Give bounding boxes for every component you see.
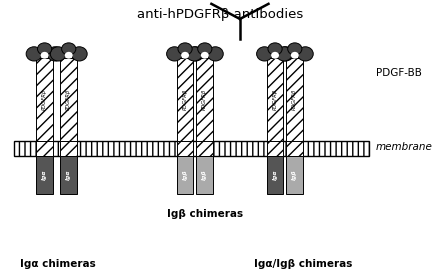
Text: anti-hPDGFRβ antibodies: anti-hPDGFRβ antibodies: [137, 7, 304, 21]
Bar: [60, 156, 77, 194]
Ellipse shape: [291, 52, 299, 59]
Ellipse shape: [181, 52, 189, 59]
Ellipse shape: [207, 47, 223, 61]
Ellipse shape: [51, 47, 66, 61]
Text: Igα/Igβ chimeras: Igα/Igβ chimeras: [254, 259, 353, 269]
Text: Igβ: Igβ: [292, 170, 297, 180]
Text: Igα: Igα: [42, 170, 47, 180]
Bar: [177, 58, 194, 141]
Text: PDGFRβ: PDGFRβ: [182, 89, 188, 110]
Bar: [36, 141, 53, 156]
Text: Igβ: Igβ: [202, 170, 207, 180]
Text: PDGFRβ: PDGFRβ: [292, 89, 297, 110]
Bar: [197, 141, 213, 156]
Text: Igα: Igα: [66, 170, 71, 180]
Bar: [36, 58, 53, 141]
Ellipse shape: [268, 43, 282, 55]
Ellipse shape: [41, 52, 49, 59]
Ellipse shape: [47, 47, 63, 61]
Ellipse shape: [186, 47, 202, 61]
Ellipse shape: [278, 47, 294, 61]
Bar: [60, 141, 77, 156]
Text: Igα: Igα: [273, 170, 278, 180]
Ellipse shape: [167, 47, 182, 61]
Bar: [267, 58, 283, 141]
Ellipse shape: [198, 43, 212, 55]
Ellipse shape: [62, 43, 76, 55]
Text: PDGFRβ: PDGFRβ: [66, 89, 71, 110]
Text: Igβ chimeras: Igβ chimeras: [167, 209, 243, 219]
Bar: [177, 141, 194, 156]
Ellipse shape: [72, 47, 87, 61]
Text: PDGFRβ: PDGFRβ: [42, 89, 47, 110]
Ellipse shape: [65, 52, 73, 59]
Ellipse shape: [38, 43, 52, 55]
Ellipse shape: [297, 47, 313, 61]
Text: PDGFRβ: PDGFRβ: [273, 89, 278, 110]
Bar: [197, 58, 213, 141]
Bar: [287, 156, 303, 194]
Ellipse shape: [257, 47, 272, 61]
Bar: [287, 58, 303, 141]
Bar: [14, 141, 369, 156]
Bar: [60, 58, 77, 141]
Text: PDGF-BB: PDGF-BB: [376, 68, 422, 78]
Ellipse shape: [26, 47, 42, 61]
Bar: [177, 156, 194, 194]
Bar: [267, 141, 283, 156]
Ellipse shape: [276, 47, 292, 61]
Bar: [267, 156, 283, 194]
Text: Igα chimeras: Igα chimeras: [20, 259, 96, 269]
Text: PDGFRβ: PDGFRβ: [202, 89, 207, 110]
Text: Igβ: Igβ: [182, 170, 188, 180]
Bar: [197, 156, 213, 194]
Ellipse shape: [288, 43, 302, 55]
Ellipse shape: [271, 52, 279, 59]
Ellipse shape: [178, 43, 192, 55]
Ellipse shape: [188, 47, 203, 61]
Ellipse shape: [201, 52, 209, 59]
Text: membrane: membrane: [376, 142, 433, 152]
Bar: [287, 141, 303, 156]
Bar: [36, 156, 53, 194]
